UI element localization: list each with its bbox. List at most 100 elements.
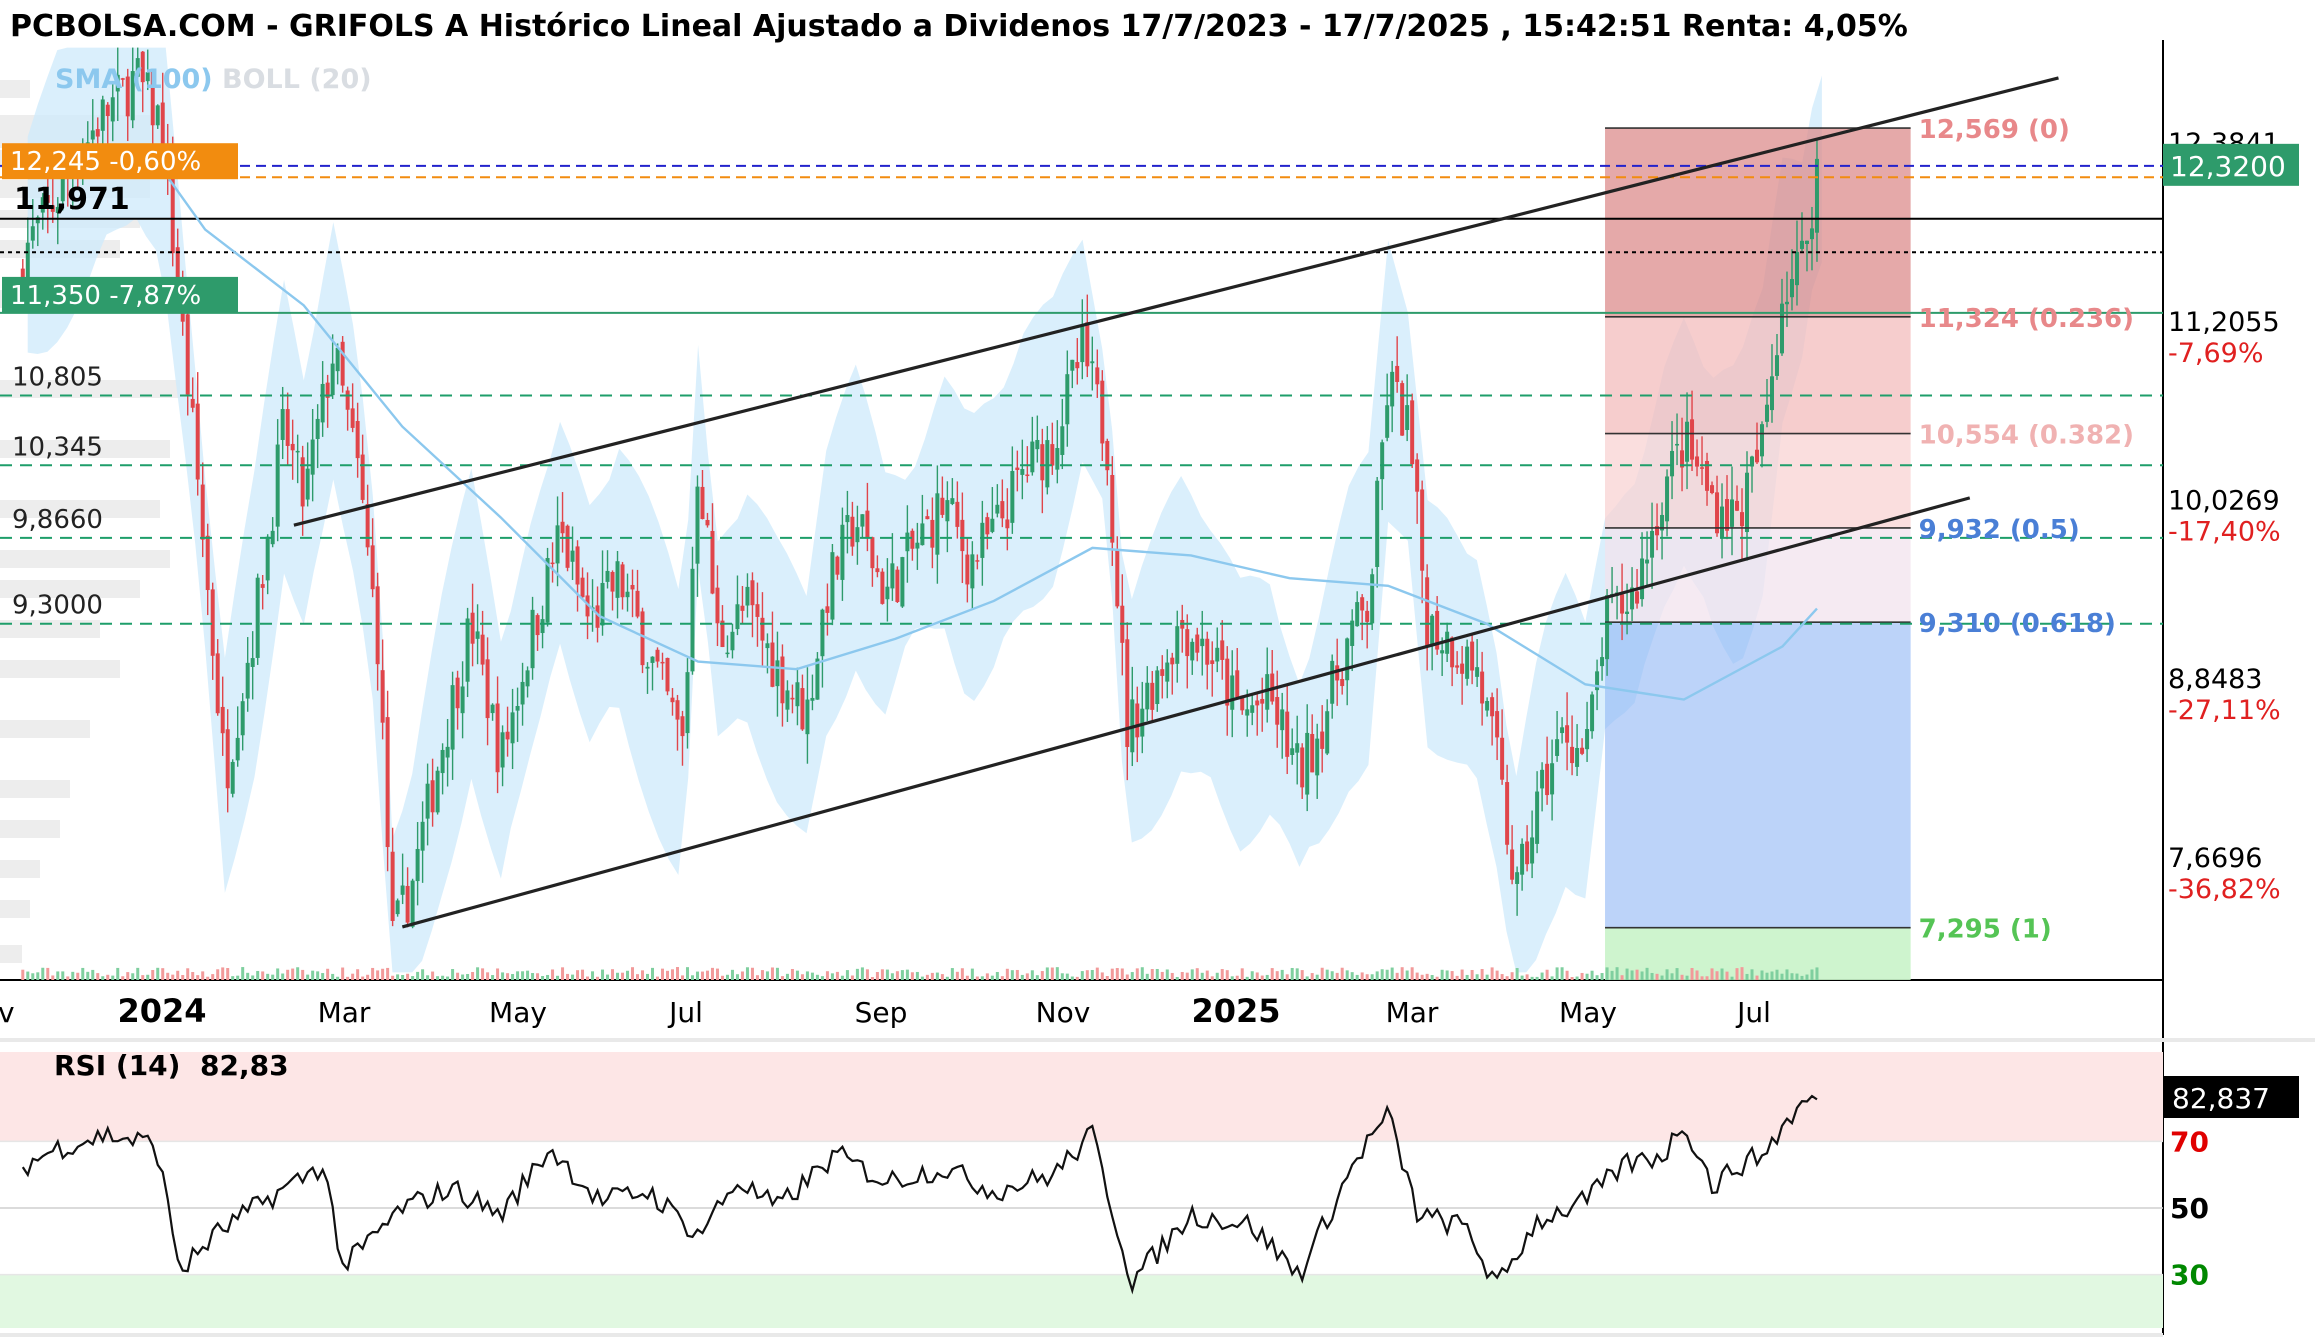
volume-bar (491, 975, 495, 980)
level-label-bold: 11,971 (14, 182, 130, 217)
candle-up-body (395, 900, 400, 915)
candle-up-body (995, 504, 1000, 514)
candle-up-body (110, 97, 115, 122)
volume-bar (1645, 967, 1649, 980)
candle-down-body (1725, 499, 1730, 531)
candle-down-body (1110, 474, 1115, 543)
volume-bar (536, 973, 540, 980)
candle-down-body (740, 605, 745, 611)
volume-bar (1070, 976, 1074, 980)
candle-down-body (1105, 440, 1110, 471)
volume-bar (346, 976, 350, 980)
candle-down-body (800, 688, 805, 730)
volume-bar (1125, 974, 1129, 980)
volume-profile-bar (0, 500, 160, 518)
volume-bar (1000, 976, 1004, 980)
volume-bar (1260, 975, 1264, 980)
volume-bar (1690, 967, 1694, 980)
candle-up-body (1585, 729, 1590, 750)
candle-down-body (1025, 474, 1030, 477)
volume-bar (1635, 969, 1639, 980)
candle-down-body (1340, 679, 1345, 687)
volume-bar (730, 969, 734, 980)
candle-up-body (1769, 376, 1774, 411)
candle-up-body (310, 439, 315, 475)
candle-down-body (455, 677, 460, 709)
candle-down-body (1185, 629, 1190, 657)
candle-down-body (1425, 577, 1430, 648)
candle-up-body (1670, 450, 1675, 477)
volume-bar (1130, 972, 1134, 980)
volume-bar (1105, 975, 1109, 980)
current-price-label: 12,3200 (2170, 150, 2286, 183)
volume-bar (1005, 968, 1009, 980)
volume-bar (231, 976, 235, 980)
candle-up-body (130, 71, 135, 121)
volume-bar (1200, 972, 1204, 980)
volume-bar (336, 976, 340, 980)
volume-bar (970, 968, 974, 980)
volume-bar (451, 969, 455, 980)
candle-up-body (540, 619, 545, 634)
volume-profile-bar (0, 580, 140, 598)
volume-bar (1565, 970, 1569, 980)
candle-down-body (1255, 700, 1260, 706)
candle-up-body (1035, 439, 1040, 450)
candle-up-body (415, 848, 420, 882)
candle-down-body (825, 606, 830, 613)
candle-down-body (630, 584, 635, 590)
candle-up-body (1355, 602, 1360, 627)
candle-up-body (830, 552, 835, 620)
volume-bar (361, 976, 365, 980)
volume-bar (1640, 971, 1644, 980)
candle-up-body (735, 604, 740, 630)
volume-bar (1360, 972, 1364, 980)
candle-down-body (505, 731, 510, 740)
volume-bar (126, 972, 130, 980)
volume-bar (865, 969, 869, 980)
volume-bar (1265, 974, 1269, 980)
volume-bar (960, 968, 964, 980)
volume-bar (1735, 968, 1739, 980)
volume-bar (1440, 969, 1444, 980)
volume-bar (1475, 974, 1479, 980)
candle-up-body (1190, 641, 1195, 661)
candle-up-body (1070, 359, 1075, 371)
volume-bar (720, 975, 724, 980)
candle-down-body (560, 521, 565, 534)
candle-down-body (1335, 665, 1340, 681)
candle-up-body (265, 536, 270, 581)
volume-bar (715, 968, 719, 980)
volume-bar (261, 971, 265, 980)
volume-profile-bar (0, 820, 60, 838)
candle-down-body (375, 586, 380, 665)
volume-bar (61, 971, 65, 980)
volume-bar (935, 972, 939, 980)
volume-bar (1165, 969, 1169, 980)
volume-bar (835, 971, 839, 980)
volume-bar (660, 968, 664, 980)
candle-down-body (965, 554, 970, 585)
candle-down-body (260, 584, 265, 588)
volume-bar (166, 972, 170, 980)
volume-bar (1245, 976, 1249, 980)
sma-100-line (149, 153, 1818, 701)
volume-bar (26, 971, 30, 980)
volume-bar (351, 973, 355, 980)
candle-down-body (1005, 519, 1010, 529)
candle-up-body (1445, 631, 1450, 654)
candle-down-body (1545, 763, 1550, 796)
volume-bar (1220, 969, 1224, 980)
candle-up-body (410, 880, 415, 927)
volume-bar (1335, 972, 1339, 980)
volume-bar (965, 975, 969, 980)
candle-down-body (880, 571, 885, 604)
volume-bar (111, 975, 115, 980)
right-axis-tick-label: 11,2055 (2168, 307, 2280, 338)
volume-bar (421, 969, 425, 980)
candle-down-body (1525, 841, 1530, 865)
volume-bar (426, 975, 430, 980)
candle-up-body (1625, 611, 1630, 614)
candle-up-body (845, 515, 850, 523)
candle-up-body (1804, 240, 1809, 245)
